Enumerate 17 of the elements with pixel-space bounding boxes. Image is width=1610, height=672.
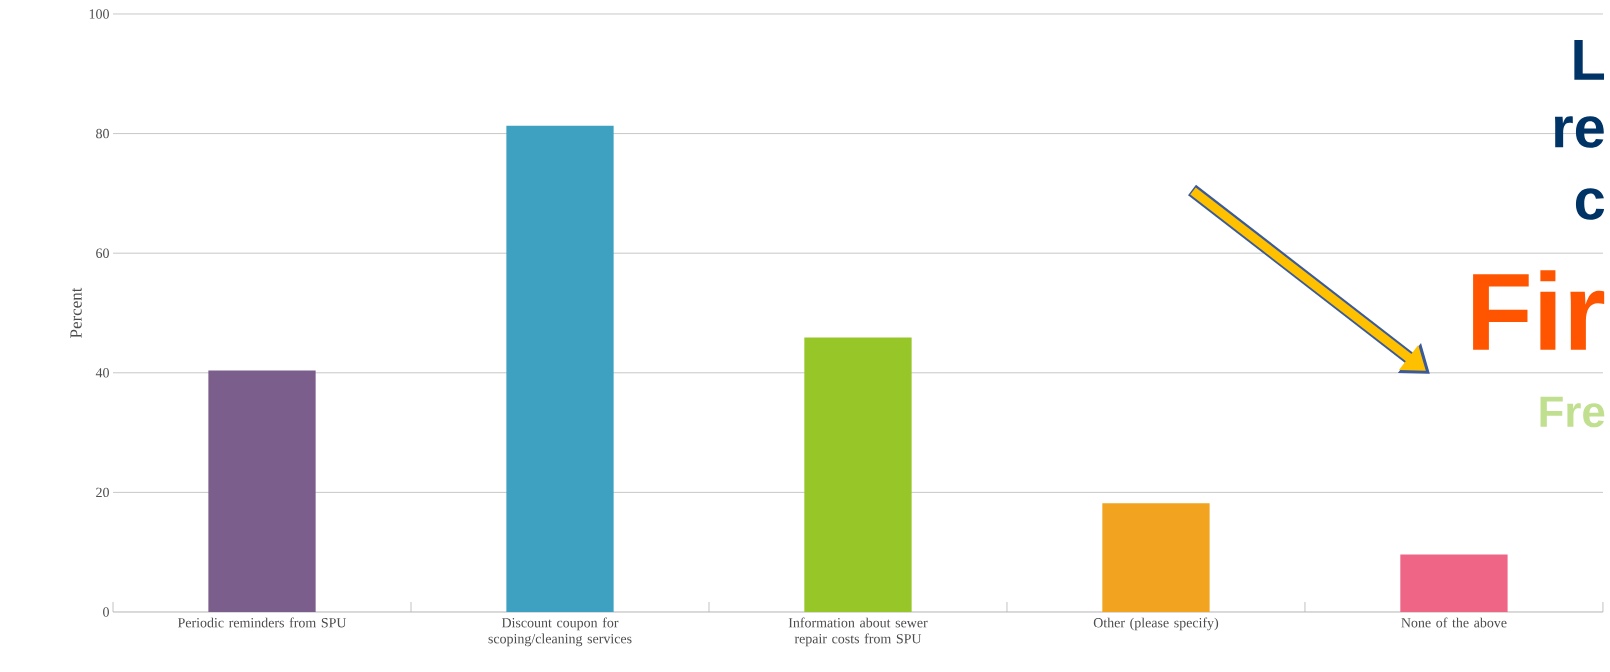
annotation: re: [1555, 116, 1604, 148]
x-tick-label: Other (please specify): [1093, 617, 1219, 631]
y-tick-label: 100: [89, 9, 109, 19]
x-tick-label: Discount coupon for scoping/cleaning services: [488, 617, 632, 647]
y-tick-label: 20: [96, 487, 109, 498]
annotation: Fre: [1540, 396, 1605, 428]
annotation: c: [1575, 188, 1605, 220]
x-tick-label: Periodic reminders from SPU: [177, 617, 347, 628]
annotation: Fir: [1473, 270, 1605, 350]
y-tick-label: 80: [96, 128, 109, 139]
y-tick-label: 0: [103, 607, 109, 617]
annotation: L: [1574, 40, 1605, 80]
y-axis-title: Percent: [70, 287, 82, 338]
x-tick-label: Information about sewer repair costs from SPU: [788, 617, 928, 647]
y-tick-label: 40: [95, 368, 109, 378]
x-tick-label: None of the above: [1401, 617, 1507, 628]
y-tick-label: 60: [96, 248, 109, 258]
